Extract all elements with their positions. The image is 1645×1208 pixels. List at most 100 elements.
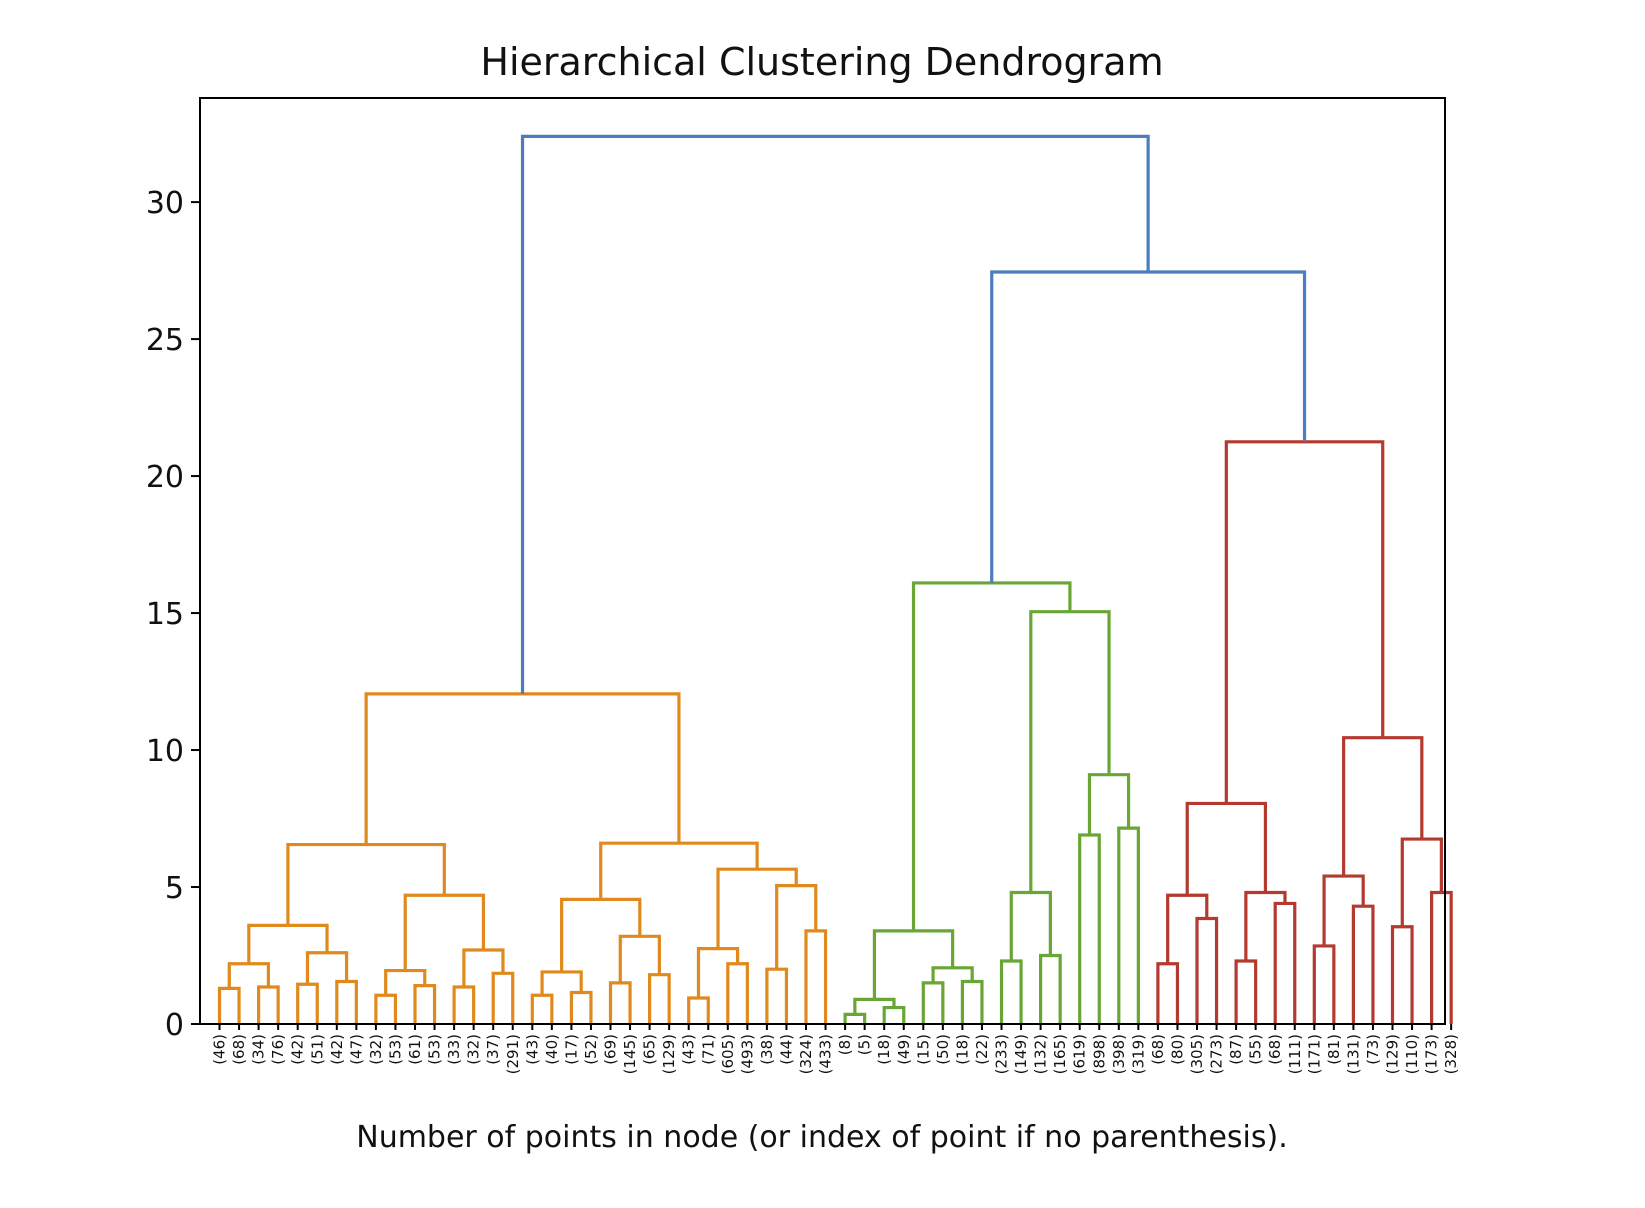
dendrogram-link-m17 [571, 992, 591, 1024]
leaf-label: (52) [582, 1034, 600, 1065]
leaf-label: (53) [386, 1034, 404, 1065]
y-axis: 0 5 10 15 20 25 30 [146, 186, 200, 1043]
leaf-label: (129) [1384, 1034, 1402, 1074]
leaf-label: (398) [1110, 1034, 1128, 1074]
dendrogram-link-m16 [532, 995, 552, 1024]
leaf-label: (50) [934, 1034, 952, 1065]
leaf-label: (110) [1403, 1034, 1421, 1074]
dendrogram-link-m31 [366, 694, 679, 845]
dendrogram-link-m51 [1275, 903, 1295, 1024]
dendrogram-link-m33 [884, 1008, 904, 1024]
leaf-label: (71) [699, 1034, 717, 1065]
leaf-label: (81) [1325, 1034, 1343, 1065]
leaf-label: (42) [289, 1034, 307, 1065]
leaf-label: (433) [817, 1034, 835, 1074]
leaf-label: (15) [914, 1034, 932, 1065]
leaf-label: (132) [1032, 1034, 1050, 1074]
leaf-label: (38) [758, 1034, 776, 1065]
leaf-label: (328) [1442, 1034, 1460, 1074]
leaf-label: (32) [367, 1034, 385, 1065]
dendrogram-link-m4 [298, 984, 318, 1024]
dendrogram-link-m53 [1187, 803, 1265, 895]
dendrogram-link-m60 [1344, 738, 1422, 876]
leaf-label: (18) [953, 1034, 971, 1065]
dendrogram-link-m10 [386, 971, 425, 996]
leaf-label: (131) [1344, 1034, 1362, 1074]
dendrogram-link-m57 [1393, 927, 1413, 1024]
dendrogram-link-m32 [845, 1014, 865, 1024]
leaf-label: (5) [856, 1034, 874, 1055]
dendrogram-link-m36 [962, 982, 982, 1024]
leaf-label: (605) [719, 1034, 737, 1074]
leaf-label: (898) [1090, 1034, 1108, 1074]
dendrogram-link-m50 [1236, 961, 1256, 1024]
leaf-label: (49) [895, 1034, 913, 1065]
leaf-label: (46) [211, 1034, 229, 1065]
leaf-label: (305) [1188, 1034, 1206, 1074]
dendrogram-link-m7 [249, 925, 327, 963]
dendrogram-link-m1 [220, 988, 240, 1024]
leaf-label: (43) [680, 1034, 698, 1065]
leaf-label: (47) [347, 1034, 365, 1065]
dendrogram-link-m11 [454, 987, 474, 1024]
dendrogram-link-m6 [307, 953, 346, 985]
leaf-label: (40) [543, 1034, 561, 1065]
dendrogram-link-m48 [1197, 919, 1217, 1024]
dendrogram-link-m30 [601, 843, 757, 899]
leaf-label: (165) [1051, 1034, 1069, 1074]
leaf-label: (291) [504, 1034, 522, 1074]
dendrogram-link-m8 [376, 995, 396, 1024]
leaf-label: (324) [797, 1034, 815, 1074]
dendrogram-link-m39 [1002, 961, 1022, 1024]
leaf-label: (73) [1364, 1034, 1382, 1065]
dendrogram-link-m5 [337, 982, 357, 1024]
dendrogram-link-m29 [718, 869, 796, 948]
dendrogram-link-m49 [1168, 895, 1207, 963]
y-tick-label: 25 [146, 323, 184, 358]
y-tick-label: 0 [165, 1008, 184, 1043]
leaf-label: (37) [484, 1034, 502, 1065]
leaf-label: (22) [973, 1034, 991, 1065]
leaf-label: (68) [1266, 1034, 1284, 1065]
dendrogram-links [220, 136, 1452, 1024]
dendrogram-link-m62 [992, 272, 1305, 583]
leaf-label: (76) [269, 1034, 287, 1065]
dendrogram-link-m44 [1089, 775, 1128, 835]
dendrogram-link-m58 [1432, 892, 1452, 1024]
leaf-label: (145) [621, 1034, 639, 1074]
chart-title: Hierarchical Clustering Dendrogram [480, 40, 1163, 84]
x-axis-label: Number of points in node (or index of po… [356, 1120, 1287, 1155]
dendrogram-link-m3 [229, 964, 268, 989]
leaf-label: (68) [1149, 1034, 1167, 1065]
dendrogram-link-m59 [1402, 839, 1441, 927]
leaf-label: (619) [1071, 1034, 1089, 1074]
dendrogram-link-m20 [650, 975, 670, 1024]
dendrogram-link-m35 [923, 983, 943, 1024]
dendrogram-link-m42 [1080, 835, 1100, 1024]
y-tick-label: 5 [165, 871, 184, 906]
dendrogram-link-m12 [493, 973, 513, 1024]
dendrogram-link-m45 [1031, 612, 1109, 893]
dendrogram-link-m24 [728, 964, 748, 1024]
leaf-label: (55) [1247, 1034, 1265, 1065]
leaf-label: (493) [738, 1034, 756, 1074]
dendrogram-link-m26 [767, 969, 787, 1024]
leaf-label: (273) [1208, 1034, 1226, 1074]
dendrogram-link-m15 [288, 845, 444, 926]
leaf-label: (8) [836, 1034, 854, 1055]
leaf-label: (171) [1305, 1034, 1323, 1074]
leaf-label: (129) [660, 1034, 678, 1074]
leaf-label: (44) [777, 1034, 795, 1065]
leaf-label: (173) [1423, 1034, 1441, 1074]
leaf-label: (87) [1227, 1034, 1245, 1065]
y-tick-label: 10 [146, 734, 184, 769]
leaf-label: (17) [562, 1034, 580, 1065]
leaf-label: (18) [875, 1034, 893, 1065]
dendrogram-link-m43 [1119, 828, 1139, 1024]
leaf-label: (80) [1168, 1034, 1186, 1065]
leaf-label: (42) [328, 1034, 346, 1065]
leaf-label: (33) [445, 1034, 463, 1065]
leaf-label: (68) [230, 1034, 248, 1065]
dendrogram-link-m13 [464, 950, 503, 987]
